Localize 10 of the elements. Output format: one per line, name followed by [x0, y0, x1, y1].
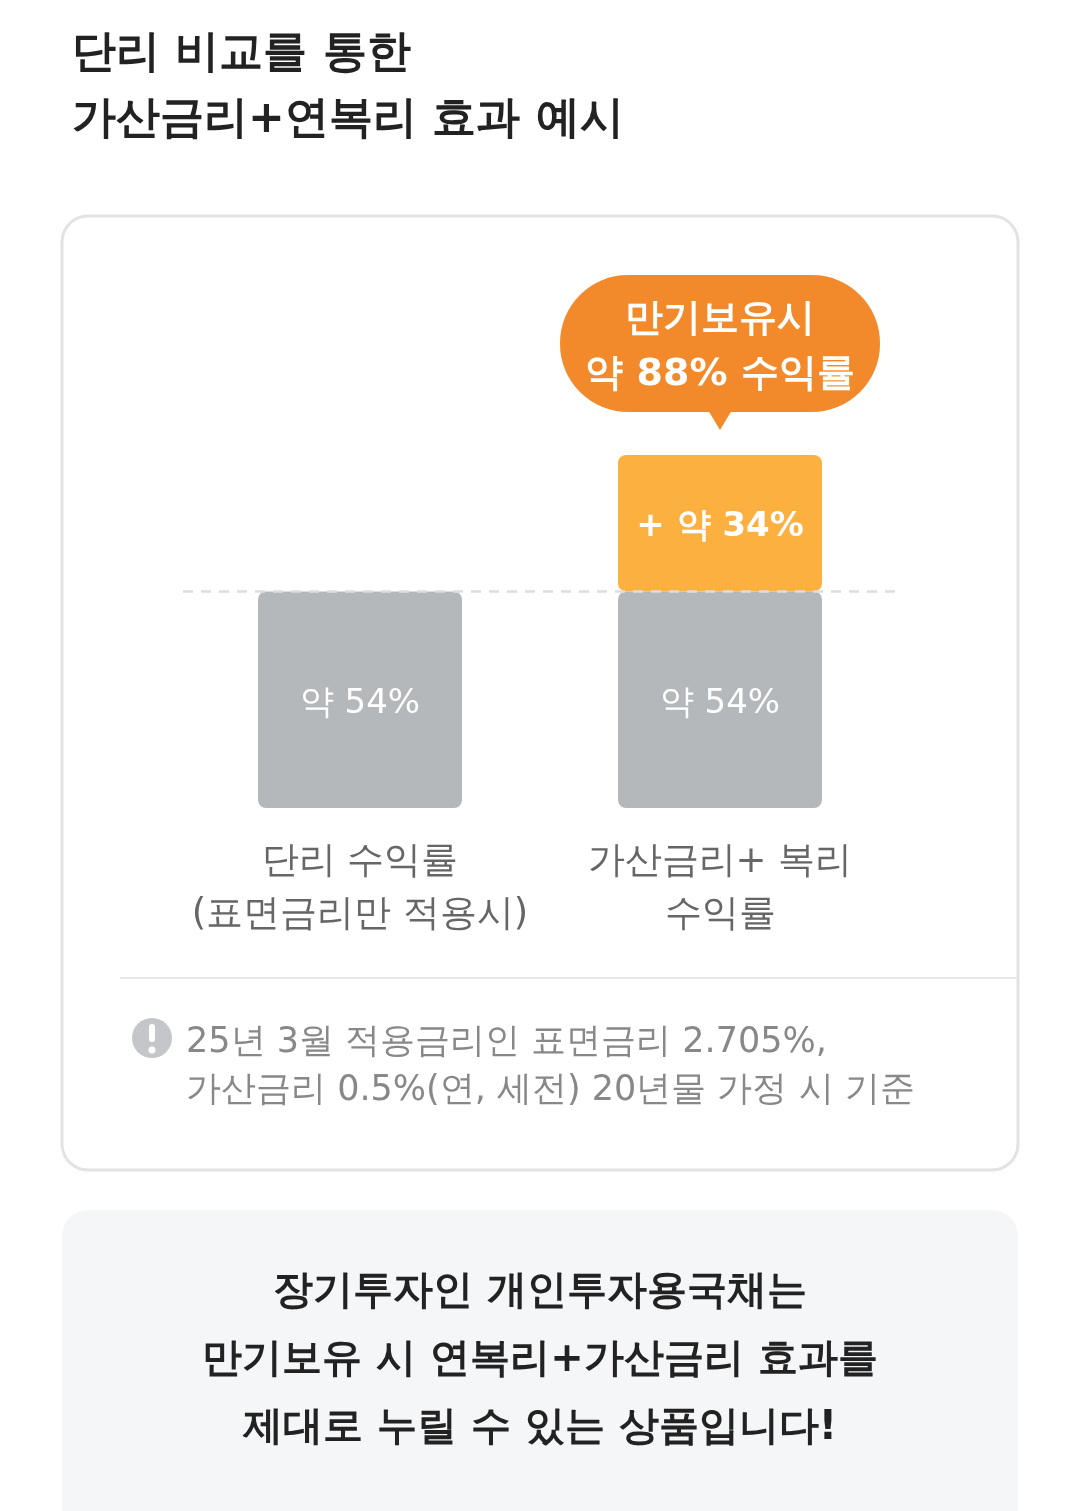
chart-title: 단리 비교를 통한 가산금리+연복리 효과 예시 — [72, 25, 624, 142]
data-label: + 약 34% — [636, 504, 804, 545]
text: 25년 3월 적용금리인 표면금리 2.705%, 가산금리 0.5%(연, 세전) 20년물 가정 시 기준 — [186, 1020, 915, 1108]
text: 장기투자인 개인투자용국채는 만기보유 시 연복리+가산금리 효과를 제대로 누릴 수 있는 상품입니다! — [202, 1266, 878, 1448]
x-tick-label: 단리 수익률 (표면금리만 적용시) — [191, 838, 529, 934]
data-label: 약 54% — [659, 680, 781, 721]
data-label: 약 54% — [299, 680, 421, 721]
annotation: 만기보유시 약 88% 수익률 — [585, 295, 855, 394]
callout: 만기보유시 약 88% 수익률 — [560, 275, 880, 430]
x-tick-label: 가산금리+ 복리 수익률 — [587, 838, 853, 934]
